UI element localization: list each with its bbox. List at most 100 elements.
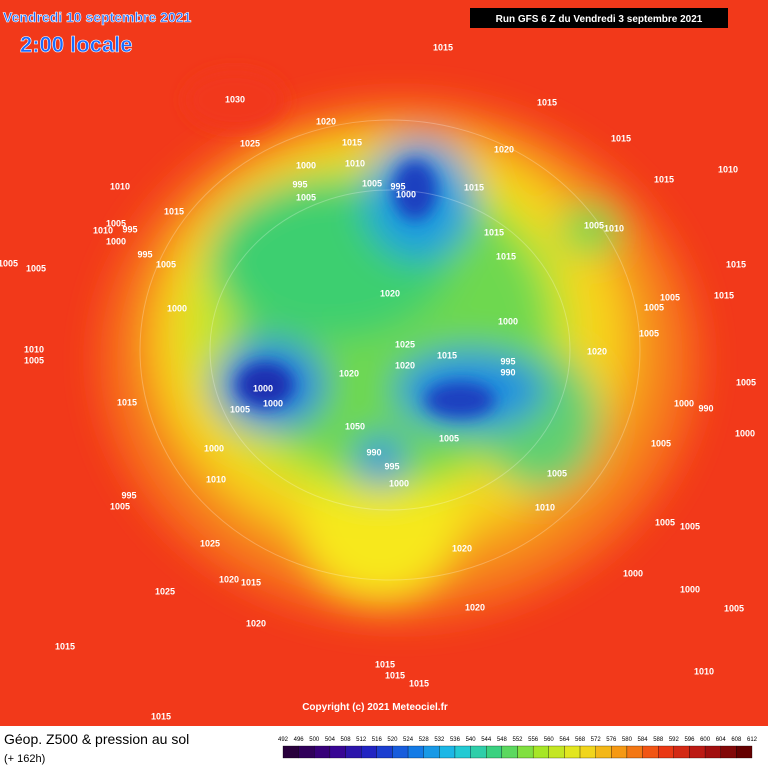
scale-label: 572 — [591, 737, 602, 743]
isobar-label: 1020 — [465, 602, 485, 612]
isobar-label: 1000 — [167, 303, 187, 313]
isobar-label: 1010 — [718, 164, 738, 174]
isobar-label: 990 — [366, 447, 381, 457]
isobar-label: 1010 — [110, 181, 130, 191]
isobar-label: 1005 — [724, 603, 744, 613]
isobar-label: 1005 — [651, 438, 671, 448]
isobar-label: 1015 — [151, 711, 171, 721]
date: Vendredi 10 septembre 2021 — [3, 9, 192, 25]
isobar-label: 1015 — [611, 133, 631, 143]
isobar-label: 1000 — [389, 478, 409, 488]
isobar-label: 1015 — [385, 670, 405, 680]
scale-cell — [611, 745, 628, 759]
scale-cell — [642, 745, 659, 759]
scale-cell — [579, 745, 596, 759]
scale-cell — [673, 745, 690, 759]
scale-cell — [720, 745, 737, 759]
scale-cell — [454, 745, 471, 759]
scale-cell — [392, 745, 409, 759]
scale-cell — [376, 745, 393, 759]
scale-label: 524 — [403, 737, 414, 743]
isobar-label: 1010 — [24, 344, 44, 354]
run-info: Run GFS 6 Z du Vendredi 3 septembre 2021 — [496, 14, 703, 25]
isobar-label: 1020 — [395, 360, 415, 370]
scale-cell — [470, 745, 487, 759]
scale-cell — [361, 745, 377, 759]
isobar-label: 1000 — [296, 160, 316, 170]
isobar-label: 1005 — [439, 433, 459, 443]
scale-cell — [704, 745, 721, 759]
scale-cell — [298, 745, 315, 759]
scale-label: 500 — [309, 737, 320, 743]
scale-label: 552 — [512, 737, 523, 743]
isobar-label: 1015 — [714, 290, 734, 300]
scale-cell — [564, 745, 581, 759]
isobar-label: 1015 — [409, 678, 429, 688]
isobar-label: 1005 — [584, 220, 604, 230]
isobar-label: 1015 — [117, 397, 137, 407]
isobar-label: 1005 — [156, 259, 176, 269]
isobar-label: 1000 — [253, 383, 273, 393]
scale-label: 568 — [575, 737, 586, 743]
isobar-label: 1005 — [736, 377, 756, 387]
isobar-label: 1020 — [246, 618, 266, 628]
scale-cell — [329, 745, 346, 759]
isobar-label: 1015 — [496, 251, 516, 261]
isobar-label: 1030 — [225, 94, 245, 104]
scale-label: 544 — [481, 737, 492, 743]
isobar-label: 1010 — [694, 666, 714, 676]
isobar-label: 1000 — [735, 428, 755, 438]
isobar-label: 1020 — [587, 346, 607, 356]
isobar-label: 1005 — [362, 178, 382, 188]
time: 2:00 locale — [20, 32, 133, 57]
copyright: Copyright (c) 2021 Meteociel.fr — [302, 702, 448, 713]
scale-label: 604 — [716, 737, 727, 743]
isobar-label: 1000 — [674, 398, 694, 408]
isobar-label: 1015 — [342, 137, 362, 147]
isobar-label: 1000 — [623, 568, 643, 578]
scale-cell — [595, 745, 612, 759]
scale-label: 556 — [528, 737, 539, 743]
isobar-label: 995 — [390, 181, 405, 191]
scale-cell — [626, 745, 643, 759]
isobar-label: 1020 — [316, 116, 336, 126]
scale-cell — [486, 745, 503, 759]
isobar-label: 1015 — [55, 641, 75, 651]
isobar-label: 1010 — [535, 502, 555, 512]
isobar-label: 1015 — [437, 350, 457, 360]
scale-label: 580 — [622, 737, 633, 743]
isobar-label: 1020 — [494, 144, 514, 154]
scale-cell — [689, 745, 706, 759]
isobar-label: 1020 — [380, 288, 400, 298]
isobar-label: 1000 — [263, 398, 283, 408]
lead-time: (+ 162h) — [4, 753, 45, 765]
scale-cell — [282, 745, 299, 759]
isobar-label: 1005 — [660, 292, 680, 302]
isobar-label: 1005 — [24, 355, 44, 365]
scale-cell — [407, 745, 424, 759]
scale-label: 516 — [372, 737, 383, 743]
scale-label: 540 — [466, 737, 477, 743]
isobar-label: 1005 — [296, 192, 316, 202]
isobar-label: 990 — [500, 367, 515, 377]
isobar-label: 995 — [121, 490, 136, 500]
isobar-label: 1005 — [230, 404, 250, 414]
scale-label: 504 — [325, 737, 336, 743]
isobar-label: 1005 — [644, 302, 664, 312]
scale-cell — [548, 745, 565, 759]
isobar-label: 1005 — [655, 517, 675, 527]
isobar-label: 1020 — [219, 574, 239, 584]
scale-label: 512 — [356, 737, 367, 743]
scale-label: 592 — [669, 737, 680, 743]
colorbar: 492 496 500 504 508 512 516 520 524 528 532 536 540 5… — [278, 737, 758, 759]
isobar-label: 1000 — [680, 584, 700, 594]
scale-cell — [345, 745, 362, 759]
isobar-label: 1015 — [654, 174, 674, 184]
run-box — [470, 8, 728, 28]
isobar-label: 1000 — [498, 316, 518, 326]
map-background — [0, 0, 768, 726]
scale-cell — [517, 745, 534, 759]
scale-cell — [439, 745, 456, 759]
isobar-label: 1015 — [241, 577, 261, 587]
